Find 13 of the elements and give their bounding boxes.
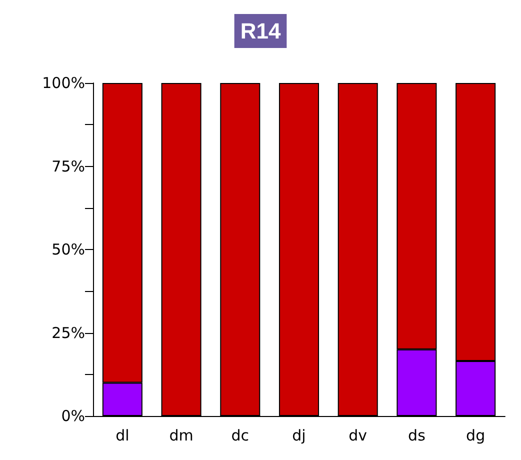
y-tick-label: 25% (52, 324, 85, 342)
y-tick-label: 100% (42, 74, 85, 92)
x-tick-label: dm (169, 426, 194, 444)
x-tick-label: dl (116, 426, 130, 444)
x-tick-label: dg (466, 426, 486, 444)
y-tick-label: 0% (61, 407, 85, 425)
y-tick-label: 50% (52, 240, 85, 258)
x-tick-label: dj (292, 426, 306, 444)
x-tick-label: dv (348, 426, 368, 444)
chart-title: R14 (240, 18, 282, 44)
y-tick-label: 75% (52, 157, 85, 176)
x-tick-label: ds (408, 426, 426, 444)
x-tick-label: dc (231, 426, 250, 444)
